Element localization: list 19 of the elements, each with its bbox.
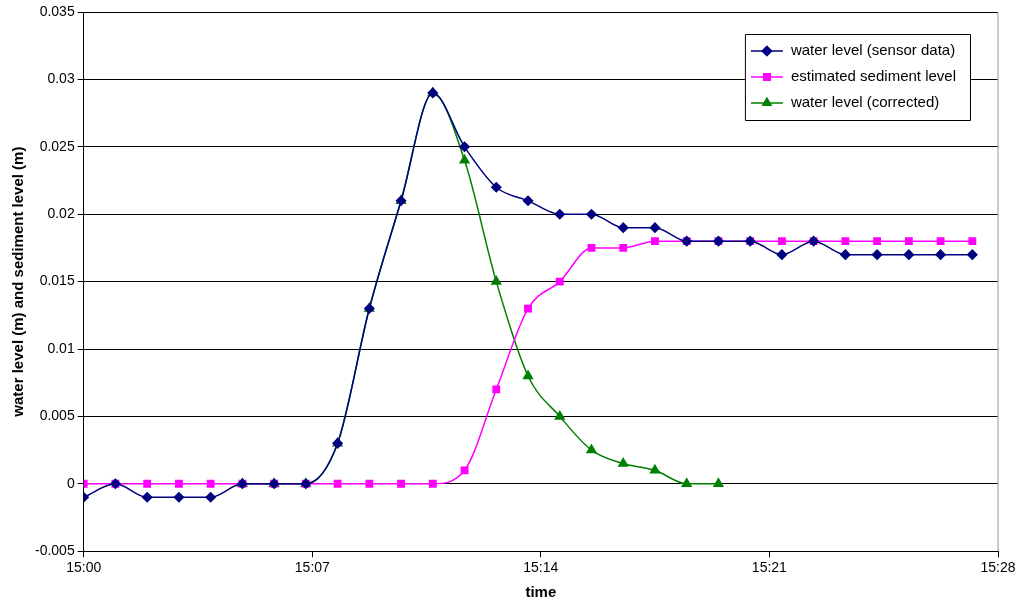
y-tick-label: 0.01 <box>47 339 75 356</box>
y-tick-label: 0.02 <box>47 205 75 222</box>
y-tick-label: 0.03 <box>47 70 75 87</box>
x-tick-label: 15:21 <box>751 559 788 576</box>
x-tick-label: 15:28 <box>980 559 1016 576</box>
y-tick-label: 0.035 <box>39 2 75 19</box>
x-tick-label: 15:00 <box>66 559 102 576</box>
legend-label: water level (sensor data) <box>789 41 956 59</box>
x-tick-label: 15:14 <box>523 559 559 576</box>
legend-label: estimated sediment level <box>790 67 957 85</box>
y-tick-label: 0.005 <box>39 407 75 424</box>
y-tick-label: 0 <box>66 474 75 491</box>
y-axis-title: water level (m) and sediment level (m) <box>9 146 27 418</box>
y-tick-label: -0.005 <box>34 542 75 559</box>
x-tick-label: 15:07 <box>294 559 331 576</box>
x-axis-title: time <box>525 583 557 601</box>
y-tick-label: 0.025 <box>39 137 75 154</box>
legend-label: water level (corrected) <box>789 93 940 111</box>
y-tick-label: 0.015 <box>39 272 75 289</box>
